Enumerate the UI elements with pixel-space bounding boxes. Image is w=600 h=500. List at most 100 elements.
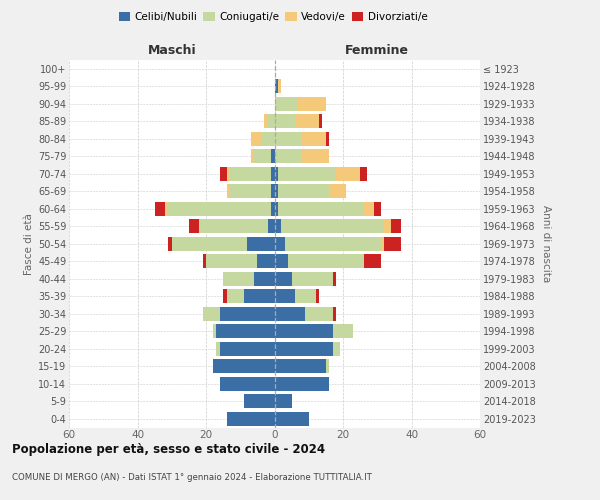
Bar bbox=[261, 132, 275, 146]
Bar bbox=[275, 236, 285, 251]
Bar bbox=[326, 359, 329, 374]
Bar bbox=[244, 394, 275, 408]
Bar bbox=[364, 202, 374, 216]
Bar bbox=[360, 166, 367, 181]
Bar bbox=[254, 272, 275, 286]
Bar bbox=[227, 184, 230, 198]
Bar bbox=[316, 289, 319, 304]
Bar bbox=[292, 272, 333, 286]
Text: Femmine: Femmine bbox=[345, 44, 409, 58]
Bar bbox=[257, 254, 275, 268]
Bar bbox=[220, 342, 275, 356]
Bar bbox=[333, 342, 340, 356]
Bar bbox=[384, 236, 401, 251]
Bar bbox=[295, 289, 316, 304]
Bar bbox=[271, 149, 275, 164]
Bar bbox=[333, 324, 353, 338]
Bar bbox=[275, 202, 278, 216]
Bar bbox=[278, 79, 281, 94]
Bar bbox=[203, 306, 220, 321]
Bar bbox=[189, 219, 199, 234]
Bar bbox=[380, 236, 384, 251]
Bar bbox=[275, 394, 292, 408]
Bar bbox=[275, 412, 309, 426]
Bar bbox=[275, 114, 295, 128]
Bar bbox=[305, 306, 333, 321]
Bar bbox=[278, 202, 364, 216]
Bar bbox=[165, 202, 169, 216]
Bar bbox=[326, 132, 329, 146]
Bar bbox=[329, 184, 346, 198]
Bar bbox=[275, 342, 333, 356]
Bar bbox=[206, 254, 257, 268]
Bar bbox=[275, 376, 329, 391]
Bar bbox=[302, 149, 329, 164]
Text: Maschi: Maschi bbox=[148, 44, 196, 58]
Bar bbox=[285, 236, 380, 251]
Bar bbox=[169, 202, 271, 216]
Bar bbox=[275, 254, 288, 268]
Bar bbox=[391, 219, 401, 234]
Bar bbox=[203, 254, 206, 268]
Bar bbox=[275, 306, 305, 321]
Bar bbox=[364, 254, 380, 268]
Bar bbox=[220, 306, 275, 321]
Bar bbox=[374, 202, 380, 216]
Bar bbox=[227, 289, 244, 304]
Bar bbox=[223, 272, 254, 286]
Legend: Celibi/Nubili, Coniugati/e, Vedovi/e, Divorziati/e: Celibi/Nubili, Coniugati/e, Vedovi/e, Di… bbox=[115, 8, 431, 26]
Bar bbox=[230, 166, 271, 181]
Text: COMUNE DI MERGO (AN) - Dati ISTAT 1° gennaio 2024 - Elaborazione TUTTITALIA.IT: COMUNE DI MERGO (AN) - Dati ISTAT 1° gen… bbox=[12, 472, 372, 482]
Bar bbox=[275, 79, 278, 94]
Bar bbox=[199, 219, 268, 234]
Bar bbox=[275, 166, 278, 181]
Bar bbox=[169, 236, 172, 251]
Bar bbox=[275, 289, 295, 304]
Bar bbox=[333, 272, 336, 286]
Bar bbox=[384, 219, 391, 234]
Bar bbox=[251, 132, 261, 146]
Bar bbox=[264, 114, 268, 128]
Bar bbox=[172, 236, 247, 251]
Bar bbox=[275, 149, 302, 164]
Bar bbox=[155, 202, 165, 216]
Bar bbox=[295, 114, 319, 128]
Bar bbox=[275, 324, 333, 338]
Bar bbox=[271, 166, 275, 181]
Bar bbox=[254, 149, 271, 164]
Bar bbox=[298, 96, 326, 111]
Y-axis label: Anni di nascita: Anni di nascita bbox=[541, 205, 551, 282]
Bar bbox=[275, 272, 292, 286]
Bar bbox=[271, 184, 275, 198]
Bar bbox=[213, 324, 216, 338]
Bar bbox=[230, 184, 271, 198]
Bar bbox=[336, 166, 360, 181]
Bar bbox=[268, 219, 275, 234]
Bar bbox=[278, 184, 329, 198]
Bar bbox=[281, 219, 384, 234]
Bar bbox=[302, 132, 326, 146]
Bar bbox=[220, 166, 227, 181]
Bar bbox=[247, 236, 275, 251]
Bar bbox=[275, 132, 302, 146]
Bar bbox=[275, 184, 278, 198]
Bar bbox=[288, 254, 364, 268]
Bar bbox=[216, 342, 220, 356]
Bar bbox=[213, 359, 275, 374]
Bar bbox=[275, 96, 298, 111]
Bar bbox=[278, 166, 336, 181]
Bar bbox=[223, 289, 227, 304]
Bar bbox=[227, 412, 275, 426]
Bar bbox=[244, 289, 275, 304]
Bar bbox=[268, 114, 275, 128]
Bar bbox=[216, 324, 275, 338]
Bar bbox=[227, 166, 230, 181]
Bar bbox=[271, 202, 275, 216]
Bar bbox=[275, 359, 326, 374]
Bar bbox=[319, 114, 322, 128]
Bar bbox=[251, 149, 254, 164]
Text: Popolazione per età, sesso e stato civile - 2024: Popolazione per età, sesso e stato civil… bbox=[12, 442, 325, 456]
Y-axis label: Fasce di età: Fasce di età bbox=[23, 213, 34, 274]
Bar bbox=[275, 219, 281, 234]
Bar bbox=[333, 306, 336, 321]
